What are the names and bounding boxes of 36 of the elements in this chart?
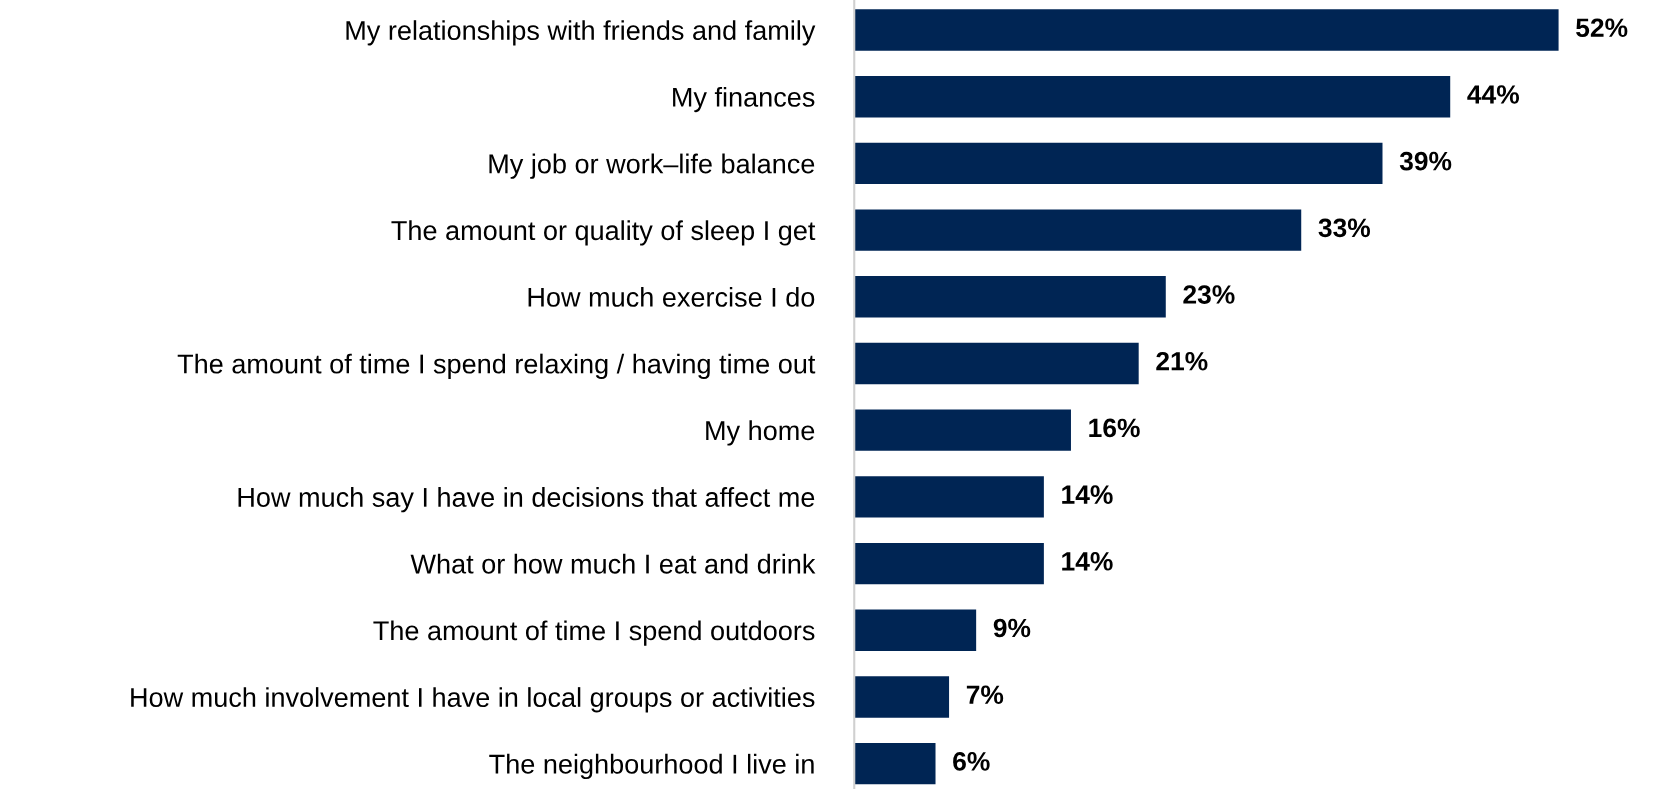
y-tick-label: The amount of time I spend relaxing / having time out [177,353,816,379]
data-label: 14% [1062,485,1113,504]
bar [854,342,1139,385]
bar [854,476,1044,518]
bar [854,142,1383,185]
bar [854,409,1071,451]
data-label: 9% [993,618,1031,638]
data-label: 21% [1156,351,1208,371]
bar [854,676,950,718]
data-label: 33% [1318,218,1371,238]
y-tick-label: The amount of time I spend outdoors [373,620,815,646]
bar [854,276,1166,318]
y-tick-label: How much involvement I have in local groups or activities [131,687,815,713]
y-tick-label: How much exercise I do [528,286,815,307]
y-tick-label: My relationships with friends and family [346,20,816,46]
data-label: 44% [1467,85,1520,104]
y-tick-label: How much say I have in decisions that affect me [238,487,815,513]
y-tick-label: My finances [673,86,815,113]
y-tick-label: The neighbourhood I live in [489,753,814,780]
y-tick-label: The amount or quality of sleep I get [391,220,816,246]
bar [854,9,1559,51]
data-label: 39% [1399,151,1452,171]
y-tick-label: What or how much I eat and drink [410,553,816,574]
data-label: 16% [1089,418,1140,438]
data-label: 6% [953,752,990,771]
data-label: 7% [966,685,1004,704]
y-tick-label: My job or work–life balance [489,153,815,179]
bar [854,542,1044,585]
data-label: 23% [1183,285,1235,304]
data-label: 52% [1576,18,1628,38]
bar [854,742,936,785]
bar [854,209,1302,251]
bar [854,609,977,651]
y-tick-label: My home [706,420,815,446]
bar [854,76,1451,118]
data-label: 14% [1062,552,1113,571]
